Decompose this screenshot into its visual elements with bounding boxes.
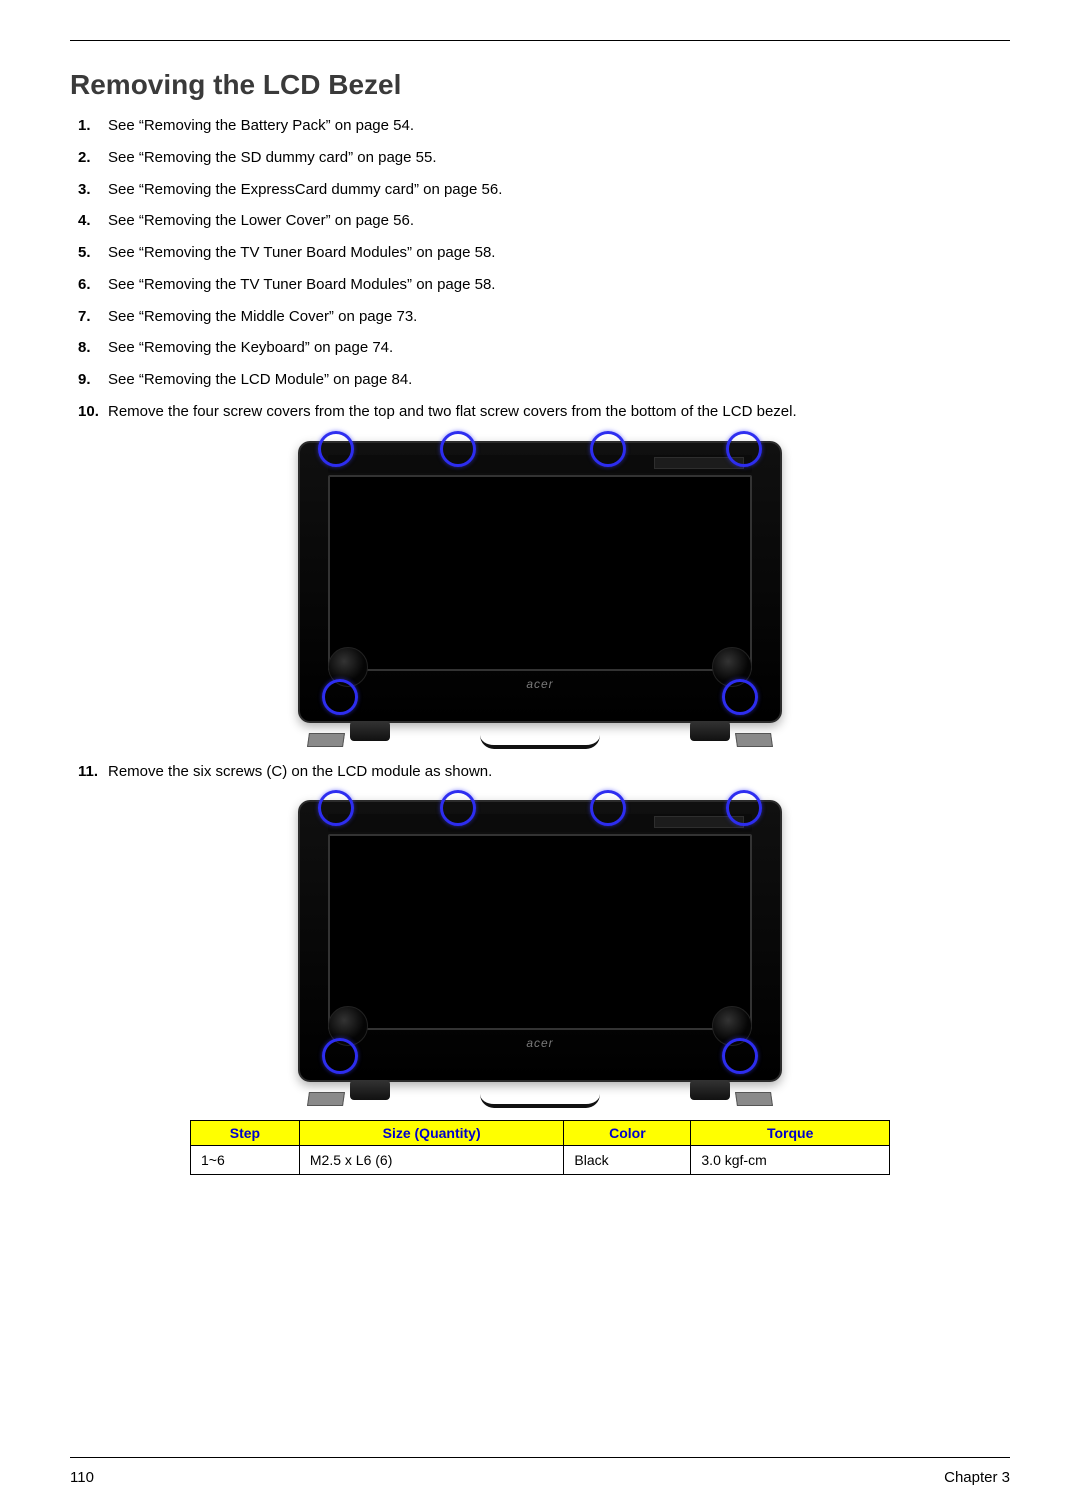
step-item: See “Removing the Keyboard” on page 74.	[108, 337, 1010, 359]
table-row: 1~6 M2.5 x L6 (6) Black 3.0 kgf-cm	[191, 1146, 890, 1175]
step-item: See “Removing the SD dummy card” on page…	[108, 147, 1010, 169]
display-cable	[480, 1094, 600, 1108]
lcd-screen	[328, 475, 752, 671]
hinge-right	[690, 1080, 730, 1100]
page-number: 110	[70, 1469, 94, 1486]
step-item: Remove the four screw covers from the to…	[108, 401, 1010, 423]
cell-color: Black	[564, 1146, 691, 1175]
chapter-label: Chapter 3	[944, 1469, 1010, 1486]
step-list-cont: Remove the six screws (C) on the LCD mod…	[70, 761, 1010, 783]
col-step: Step	[191, 1121, 300, 1146]
lcd-figure-2: acer	[290, 792, 790, 1102]
step-item: See “Removing the ExpressCard dummy card…	[108, 179, 1010, 201]
lcd-bezel: acer	[298, 441, 782, 723]
hinge-right	[690, 721, 730, 741]
step-item: See “Removing the LCD Module” on page 84…	[108, 369, 1010, 391]
step-item: See “Removing the Middle Cover” on page …	[108, 306, 1010, 328]
brand-logo: acer	[526, 1036, 553, 1050]
step-item: See “Removing the Battery Pack” on page …	[108, 115, 1010, 137]
speaker-left	[328, 647, 368, 687]
hinge-left	[350, 721, 390, 741]
figure-2-wrap: acer	[70, 792, 1010, 1102]
bracket-right	[735, 1092, 773, 1106]
hinge-left	[350, 1080, 390, 1100]
display-cable	[480, 735, 600, 749]
bezel-label	[654, 457, 744, 469]
speaker-left	[328, 1006, 368, 1046]
col-torque: Torque	[691, 1121, 890, 1146]
top-rule	[70, 40, 1010, 41]
step-item: See “Removing the TV Tuner Board Modules…	[108, 242, 1010, 264]
lcd-screen	[328, 834, 752, 1030]
bracket-right	[735, 733, 773, 747]
col-size: Size (Quantity)	[299, 1121, 564, 1146]
lcd-bezel: acer	[298, 800, 782, 1082]
speaker-right	[712, 647, 752, 687]
cell-torque: 3.0 kgf-cm	[691, 1146, 890, 1175]
bezel-label	[654, 816, 744, 828]
speaker-right	[712, 1006, 752, 1046]
page-footer: 110 Chapter 3	[70, 1469, 1010, 1486]
lcd-figure-1: acer	[290, 433, 790, 743]
cell-size: M2.5 x L6 (6)	[299, 1146, 564, 1175]
screw-table: Step Size (Quantity) Color Torque 1~6 M2…	[190, 1120, 890, 1175]
step-item: See “Removing the TV Tuner Board Modules…	[108, 274, 1010, 296]
step-list: See “Removing the Battery Pack” on page …	[70, 115, 1010, 423]
bracket-left	[307, 733, 345, 747]
step-item: Remove the six screws (C) on the LCD mod…	[108, 761, 1010, 783]
figure-1-wrap: acer	[70, 433, 1010, 743]
col-color: Color	[564, 1121, 691, 1146]
brand-logo: acer	[526, 677, 553, 691]
cell-step: 1~6	[191, 1146, 300, 1175]
table-header-row: Step Size (Quantity) Color Torque	[191, 1121, 890, 1146]
step-item: See “Removing the Lower Cover” on page 5…	[108, 210, 1010, 232]
section-heading: Removing the LCD Bezel	[70, 69, 1010, 101]
bracket-left	[307, 1092, 345, 1106]
bottom-rule	[70, 1457, 1010, 1458]
